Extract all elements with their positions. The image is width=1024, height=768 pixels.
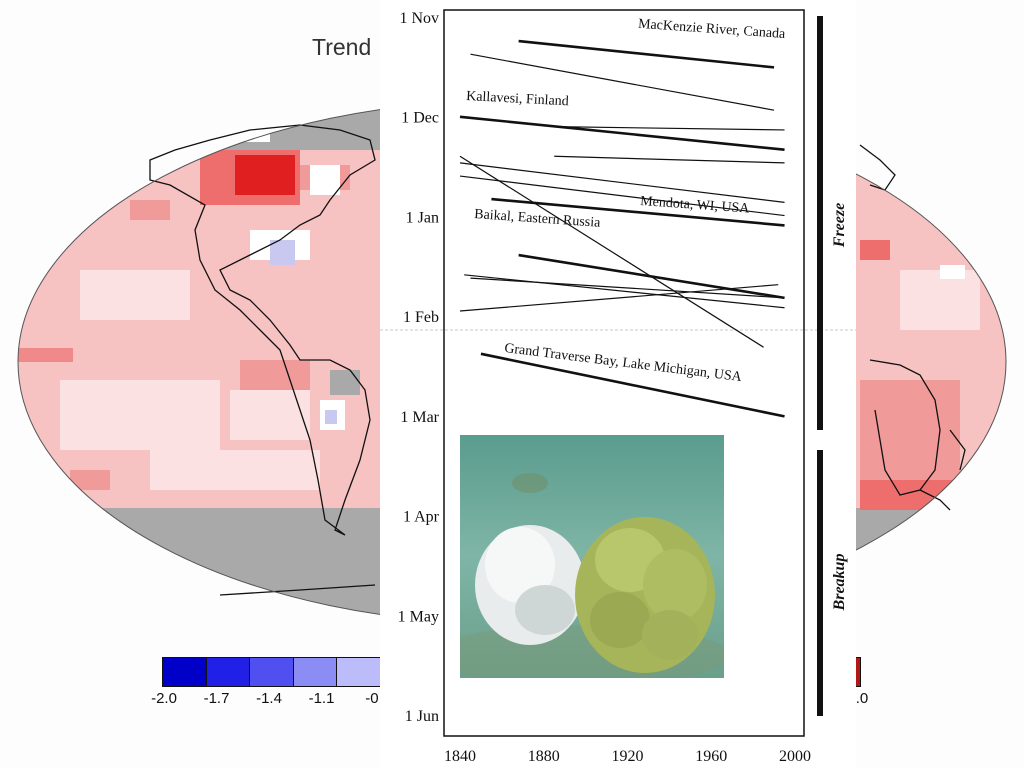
legend-tick-label: -2.0	[151, 690, 177, 707]
legend-tick-label: -0.	[365, 690, 383, 707]
branching-coral	[475, 525, 585, 645]
x-tick-label: 1920	[612, 748, 644, 765]
series-line	[554, 155, 785, 164]
series-line	[459, 284, 779, 312]
freeze-section-label: Freeze	[831, 203, 848, 248]
series-line	[518, 39, 775, 69]
map-title: Trend	[312, 34, 372, 60]
series-label: Kallavesi, Finland	[466, 89, 569, 109]
legend-tick-label: -1.7	[203, 690, 230, 707]
y-tick-label: 1 Dec	[401, 110, 439, 127]
y-tick-label: 1 Feb	[403, 309, 439, 326]
series-line	[491, 197, 785, 227]
legend-swatch	[206, 658, 251, 686]
legend-swatch	[293, 658, 338, 686]
series-line	[480, 352, 785, 418]
y-tick-label: 1 May	[398, 608, 439, 625]
legend-tick-label: -1.1	[308, 690, 335, 707]
y-tick-label: 1 Mar	[400, 409, 439, 426]
series-line	[554, 126, 785, 131]
series-line	[470, 53, 775, 111]
brain-coral	[575, 517, 715, 673]
legend-swatch	[250, 658, 294, 686]
legend-right-tick: .0	[855, 690, 869, 707]
series-line	[464, 274, 785, 309]
x-tick-label: 1960	[695, 748, 727, 765]
y-tick-label: 1 Apr	[403, 509, 440, 526]
legend-swatch	[163, 658, 207, 686]
series-line	[459, 175, 785, 217]
y-tick-label: 1 Nov	[399, 10, 439, 27]
legend-swatch	[337, 658, 381, 686]
breakup-section-label: Breakup	[831, 554, 848, 612]
trend-color-legend	[162, 657, 382, 687]
x-tick-label: 1840	[444, 748, 476, 765]
y-tick-label: 1 Jan	[406, 209, 439, 226]
series-line	[459, 115, 785, 151]
series-line	[459, 162, 785, 203]
series-line	[470, 277, 785, 299]
series-line	[459, 155, 764, 348]
x-tick-label: 2000	[779, 748, 811, 765]
legend-tick-label: -1.4	[256, 690, 282, 707]
x-tick-label: 1880	[528, 748, 560, 765]
y-tick-label: 1 Jun	[405, 708, 439, 725]
continent-outlines	[149, 124, 966, 596]
coral-photo	[460, 435, 724, 678]
